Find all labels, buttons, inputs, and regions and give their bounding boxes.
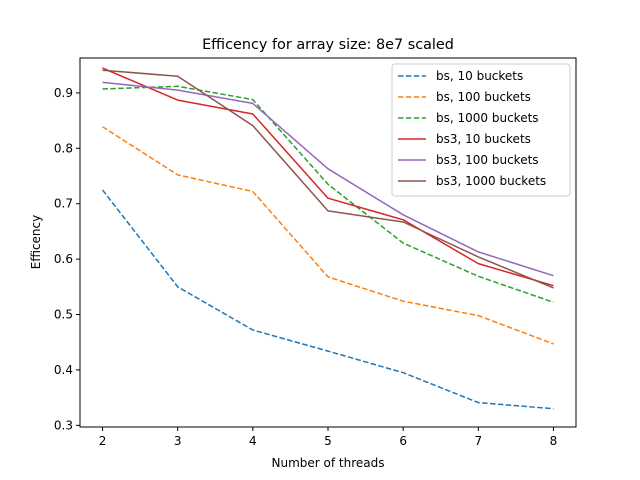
x-tick-label: 4	[249, 434, 257, 448]
x-tick-label: 2	[99, 434, 107, 448]
x-tick-label: 5	[324, 434, 332, 448]
legend-label: bs3, 100 buckets	[436, 153, 539, 167]
y-axis-label: Efficency	[29, 215, 43, 269]
legend-label: bs, 1000 buckets	[436, 111, 539, 125]
x-axis: 2 3 4 5 6 7 8	[99, 427, 558, 448]
legend-label: bs3, 1000 buckets	[436, 174, 546, 188]
x-tick-label: 7	[474, 434, 482, 448]
y-axis: 0.3 0.4 0.5 0.6 0.7 0.8 0.9	[54, 86, 80, 432]
legend: bs, 10 buckets bs, 100 buckets bs, 1000 bu…	[391, 63, 571, 197]
series-line-bs-1000-buckets	[102, 85, 554, 304]
legend-label: bs, 10 buckets	[436, 69, 523, 83]
series-line-bs3-10-buckets	[102, 67, 554, 287]
x-tick-label: 3	[174, 434, 182, 448]
y-tick-label: 0.6	[54, 252, 73, 266]
series-line-bs3-1000-buckets	[102, 69, 554, 289]
x-tick-label: 8	[550, 434, 558, 448]
x-axis-label: Number of threads	[272, 456, 385, 470]
y-tick-label: 0.4	[54, 363, 73, 377]
y-tick-label: 0.3	[54, 418, 73, 432]
series-line-bs3-100-buckets	[102, 81, 554, 277]
x-tick-label: 6	[399, 434, 407, 448]
chart-title: Efficency for array size: 8e7 scaled	[202, 37, 454, 53]
legend-label: bs, 100 buckets	[436, 90, 531, 104]
series-line-bs-10-buckets	[101, 189, 554, 410]
legend-box	[391, 63, 571, 197]
legend-label: bs3, 10 buckets	[436, 132, 531, 146]
y-tick-label: 0.9	[54, 86, 73, 100]
series-line-bs-100-buckets	[102, 126, 554, 345]
y-tick-label: 0.8	[54, 141, 73, 155]
plot-series	[101, 67, 554, 410]
y-tick-label: 0.7	[54, 197, 73, 211]
y-tick-label: 0.5	[54, 308, 73, 322]
